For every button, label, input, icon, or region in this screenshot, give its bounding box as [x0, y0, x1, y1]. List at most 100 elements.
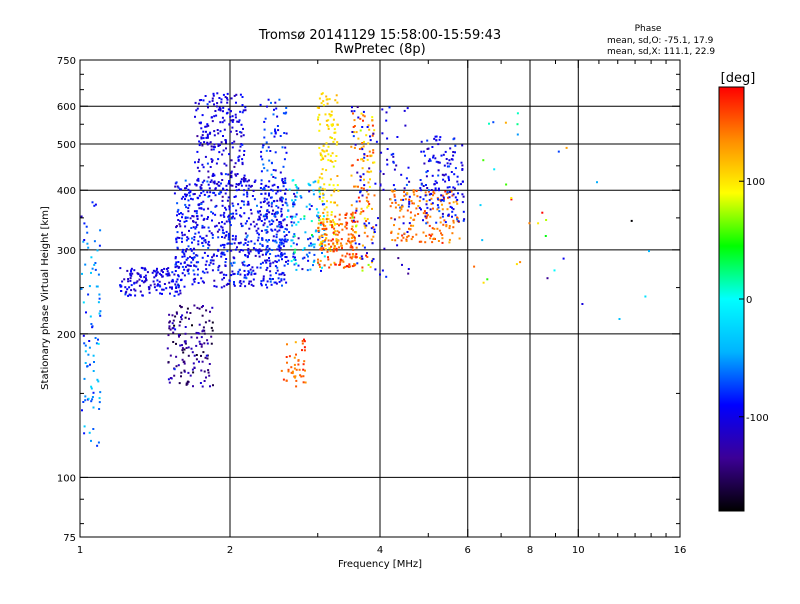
data-point	[153, 276, 156, 279]
data-point	[184, 187, 186, 190]
data-point	[80, 287, 83, 290]
data-point	[423, 210, 426, 213]
data-point	[330, 245, 333, 248]
data-point	[294, 199, 297, 201]
data-point	[168, 274, 171, 277]
data-point	[351, 255, 354, 258]
data-point	[206, 103, 209, 106]
data-point	[452, 154, 455, 157]
data-point	[230, 170, 233, 173]
data-point	[290, 260, 293, 263]
data-point	[183, 285, 186, 288]
data-point	[258, 217, 261, 219]
data-point	[227, 238, 230, 241]
data-point	[231, 216, 233, 219]
data-point	[272, 113, 275, 116]
data-point	[462, 210, 465, 213]
data-point	[405, 177, 408, 180]
data-point	[230, 171, 233, 174]
data-point	[248, 184, 251, 187]
data-point	[178, 324, 181, 327]
data-point	[207, 247, 210, 249]
data-point	[82, 301, 85, 304]
data-point	[408, 200, 411, 203]
data-point	[329, 159, 332, 162]
data-point	[88, 340, 91, 342]
data-point	[327, 239, 330, 242]
data-point	[282, 165, 285, 168]
data-point	[170, 377, 173, 380]
data-point	[269, 265, 272, 268]
data-point	[275, 260, 278, 263]
data-point	[516, 133, 519, 136]
data-point	[174, 185, 177, 188]
data-point	[359, 117, 362, 120]
data-point	[435, 221, 438, 224]
data-point	[451, 210, 454, 213]
data-point	[326, 214, 329, 217]
data-point	[331, 226, 334, 229]
data-point	[261, 238, 264, 241]
data-point	[353, 264, 356, 267]
data-point	[363, 231, 366, 234]
data-point	[206, 218, 209, 220]
data-point	[232, 215, 234, 218]
data-point	[189, 312, 192, 314]
data-point	[181, 216, 183, 219]
data-point	[424, 194, 427, 197]
data-point	[243, 260, 246, 263]
data-point	[323, 255, 326, 258]
data-point	[98, 397, 101, 400]
data-point	[210, 326, 213, 329]
data-point	[277, 225, 280, 228]
data-point	[325, 248, 327, 251]
data-point	[192, 220, 194, 223]
data-point	[239, 131, 242, 133]
data-point	[196, 223, 199, 226]
data-point	[446, 186, 449, 189]
data-point	[216, 92, 219, 95]
data-point	[426, 170, 429, 172]
data-point	[336, 175, 339, 177]
data-point	[266, 286, 269, 289]
data-point	[221, 253, 224, 256]
data-point	[301, 349, 303, 352]
data-point	[366, 189, 369, 192]
data-point	[242, 109, 245, 112]
scatter-points	[80, 92, 650, 447]
data-point	[441, 241, 444, 244]
data-point	[307, 255, 309, 258]
data-point	[369, 139, 372, 142]
data-point	[337, 239, 340, 242]
data-point	[447, 196, 449, 199]
data-point	[357, 185, 359, 188]
data-point	[280, 222, 283, 225]
data-point	[124, 286, 127, 289]
data-point	[219, 109, 222, 112]
data-point	[367, 193, 370, 196]
data-point	[222, 149, 225, 152]
data-point	[146, 271, 149, 274]
data-point	[276, 266, 279, 269]
data-point	[221, 229, 224, 232]
data-point	[319, 192, 322, 195]
data-point	[270, 173, 273, 176]
data-point	[224, 173, 227, 176]
data-point	[334, 99, 337, 102]
data-point	[330, 110, 333, 113]
data-point	[486, 278, 489, 281]
data-point	[91, 398, 94, 401]
data-point	[203, 380, 206, 382]
data-point	[352, 112, 354, 115]
data-point	[294, 259, 297, 261]
data-point	[186, 307, 189, 310]
data-point	[388, 106, 391, 109]
data-point	[87, 293, 90, 296]
data-point	[241, 143, 244, 146]
data-point	[391, 239, 394, 241]
data-point	[197, 179, 200, 182]
data-point	[293, 233, 296, 236]
data-point	[233, 283, 235, 286]
data-point	[222, 106, 225, 109]
data-point	[304, 369, 306, 372]
